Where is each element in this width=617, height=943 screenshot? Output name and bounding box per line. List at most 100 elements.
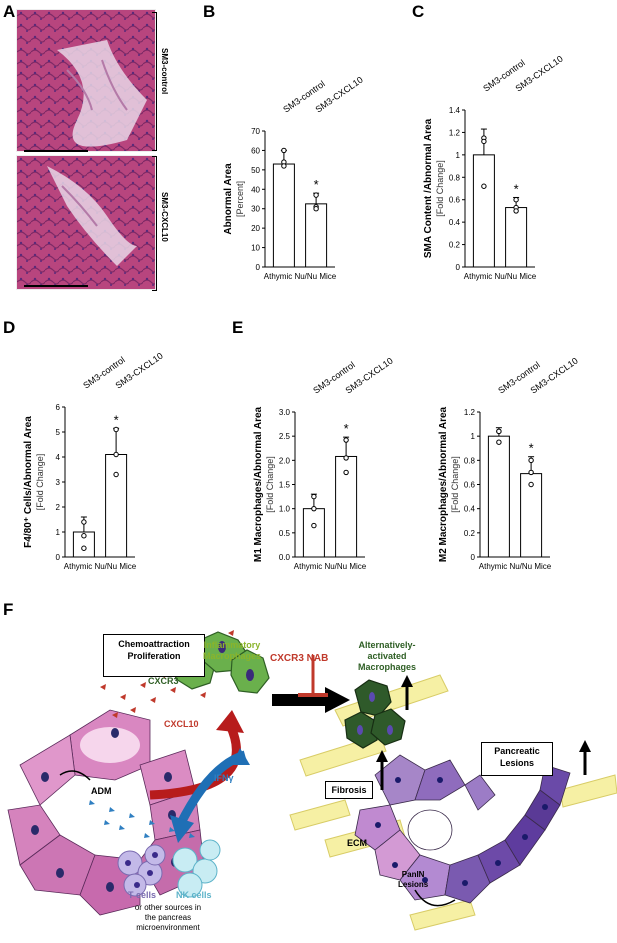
data-point	[343, 469, 349, 476]
tick-label: 0	[471, 553, 476, 562]
t-cells-label: T cells	[128, 890, 157, 900]
significance-star: *	[514, 181, 519, 196]
panel-label-d: D	[3, 318, 16, 337]
chart-e2: 0 0.2 0.4 0.6 0.8 1 1.2 M2 Macrophages/Abnormal…	[438, 356, 580, 571]
significance-star: *	[314, 177, 319, 192]
tick-label: 0.4	[449, 218, 461, 227]
y-axis-label: SMA Content /Abnormal Area	[423, 118, 434, 258]
ecm-strip	[559, 774, 617, 808]
y-axis-unit: [Percent]	[235, 181, 245, 217]
data-point	[343, 437, 349, 443]
y-axis-label: M1 Macrophages/Abnormal Area	[253, 406, 264, 562]
bar	[505, 207, 528, 268]
data-point	[513, 197, 519, 203]
x-axis-label: Athymic Nu/Nu Mice	[294, 562, 367, 571]
x-axis-label: Athymic Nu/Nu Mice	[464, 272, 537, 281]
data-point	[313, 206, 319, 212]
tick-label: 0.4	[464, 505, 476, 514]
tick-label: 1.0	[279, 505, 291, 514]
tick-label: 1	[456, 151, 461, 160]
y-axis-label: F4/80⁺ Cells/Abnormal Area	[23, 416, 34, 548]
bar	[272, 163, 295, 268]
data-point	[113, 471, 119, 478]
data-point	[481, 183, 487, 189]
tick-label: 1.4	[449, 106, 461, 115]
tick-label: 1.2	[449, 128, 461, 137]
tick-label: 3	[56, 478, 61, 487]
data-point	[496, 439, 502, 445]
bar	[487, 435, 510, 558]
tick-label: 0.2	[464, 529, 476, 538]
bar	[105, 454, 128, 558]
data-point	[311, 522, 317, 529]
ifng-label: IFNγ	[214, 773, 234, 783]
nk-cells	[172, 839, 221, 898]
data-point	[81, 545, 87, 551]
data-point	[311, 493, 317, 500]
x-axis-label: Athymic Nu/Nu Mice	[264, 272, 337, 281]
tick-label: 40	[251, 185, 260, 194]
data-point	[528, 481, 534, 488]
acinar-cluster	[7, 709, 206, 916]
x-axis-label: Athymic Nu/Nu Mice	[479, 562, 552, 571]
y-axis-unit: [Fold Change]	[265, 456, 275, 513]
chemoattraction-box: Chemoattraction Proliferation	[103, 634, 205, 677]
tick-label: 1.2	[464, 408, 476, 417]
cxcl10-arrow	[149, 723, 241, 800]
mechanism-diagram	[7, 630, 617, 931]
tick-label: 0.6	[464, 481, 476, 490]
other-sources-label: or other sources in the pancreas microen…	[134, 903, 202, 932]
y-axis-unit: [Fold Change]	[35, 454, 45, 511]
histology-label-control: SM3-control	[160, 48, 169, 95]
significance-star: *	[114, 412, 119, 427]
fibrosis-box: Fibrosis	[325, 781, 373, 799]
data-point	[528, 457, 534, 464]
data-point	[481, 138, 487, 145]
tick-label: 30	[251, 205, 260, 214]
bar	[472, 154, 495, 268]
panel-label-c: C	[412, 2, 425, 21]
y-axis-unit: [Fold Change]	[435, 160, 445, 217]
tick-label: 5	[56, 428, 61, 437]
tick-label: 1.5	[279, 481, 291, 490]
tick-label: 70	[251, 127, 260, 136]
scale-bar-bottom	[24, 285, 88, 287]
chart-b: 0 10 20 30 40 50 60 70 Abnormal Area [Percent] Ath…	[223, 75, 365, 281]
panin-ring	[354, 754, 571, 904]
data-point	[281, 163, 287, 169]
data-point	[528, 469, 534, 476]
tick-label: 2	[56, 503, 61, 512]
tick-label: 0.6	[449, 196, 461, 205]
tick-label: 1	[56, 528, 61, 537]
tick-label: 0	[456, 263, 461, 272]
alt-macrophages-label: Alternatively- activated Macrophages	[358, 640, 417, 672]
bracket-bottom	[152, 156, 157, 291]
y-axis-label: M2 Macrophages/Abnormal Area	[438, 406, 449, 562]
tick-label: 0.0	[279, 553, 291, 562]
nk-cells-label: NK cells	[176, 890, 212, 900]
tick-label: 0.8	[464, 456, 476, 465]
histology-image-cxcl10	[16, 155, 156, 290]
data-point	[113, 426, 119, 433]
ifng-dots	[89, 800, 195, 838]
ecm-strip	[289, 799, 351, 831]
tick-label: 6	[56, 403, 61, 412]
tick-label: 2.0	[279, 456, 291, 465]
chart-d: 0 1 2 3 4 5 6 F4/80⁺ Cells/Abnormal Area [Fold C…	[23, 351, 165, 571]
tick-label: 0.2	[449, 241, 461, 250]
bar	[302, 508, 325, 558]
tick-label: 1	[471, 432, 476, 441]
tick-label: 4	[56, 453, 61, 462]
panel-label-f: F	[3, 600, 14, 619]
significance-star: *	[529, 441, 534, 456]
data-point	[311, 505, 317, 512]
data-point	[113, 451, 119, 458]
data-point	[81, 533, 87, 539]
significance-star: *	[344, 421, 349, 436]
bar	[305, 203, 328, 268]
tick-label: 2.5	[279, 432, 291, 441]
data-point	[81, 519, 87, 525]
tick-label: 20	[251, 224, 260, 233]
tick-label: 10	[251, 244, 260, 253]
tick-label: 3.0	[279, 408, 291, 417]
